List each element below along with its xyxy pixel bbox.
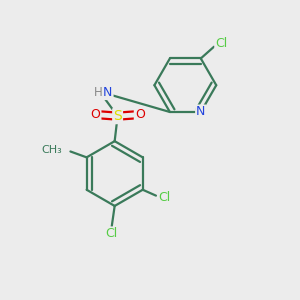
Text: Cl: Cl xyxy=(215,37,227,50)
Text: Cl: Cl xyxy=(159,190,171,204)
Text: O: O xyxy=(91,108,100,121)
Text: N: N xyxy=(196,106,206,118)
Text: CH₃: CH₃ xyxy=(41,145,62,155)
Text: H: H xyxy=(94,86,103,99)
Text: O: O xyxy=(135,108,145,121)
Text: S: S xyxy=(113,109,122,123)
Text: Cl: Cl xyxy=(106,227,118,240)
Text: N: N xyxy=(103,86,112,99)
